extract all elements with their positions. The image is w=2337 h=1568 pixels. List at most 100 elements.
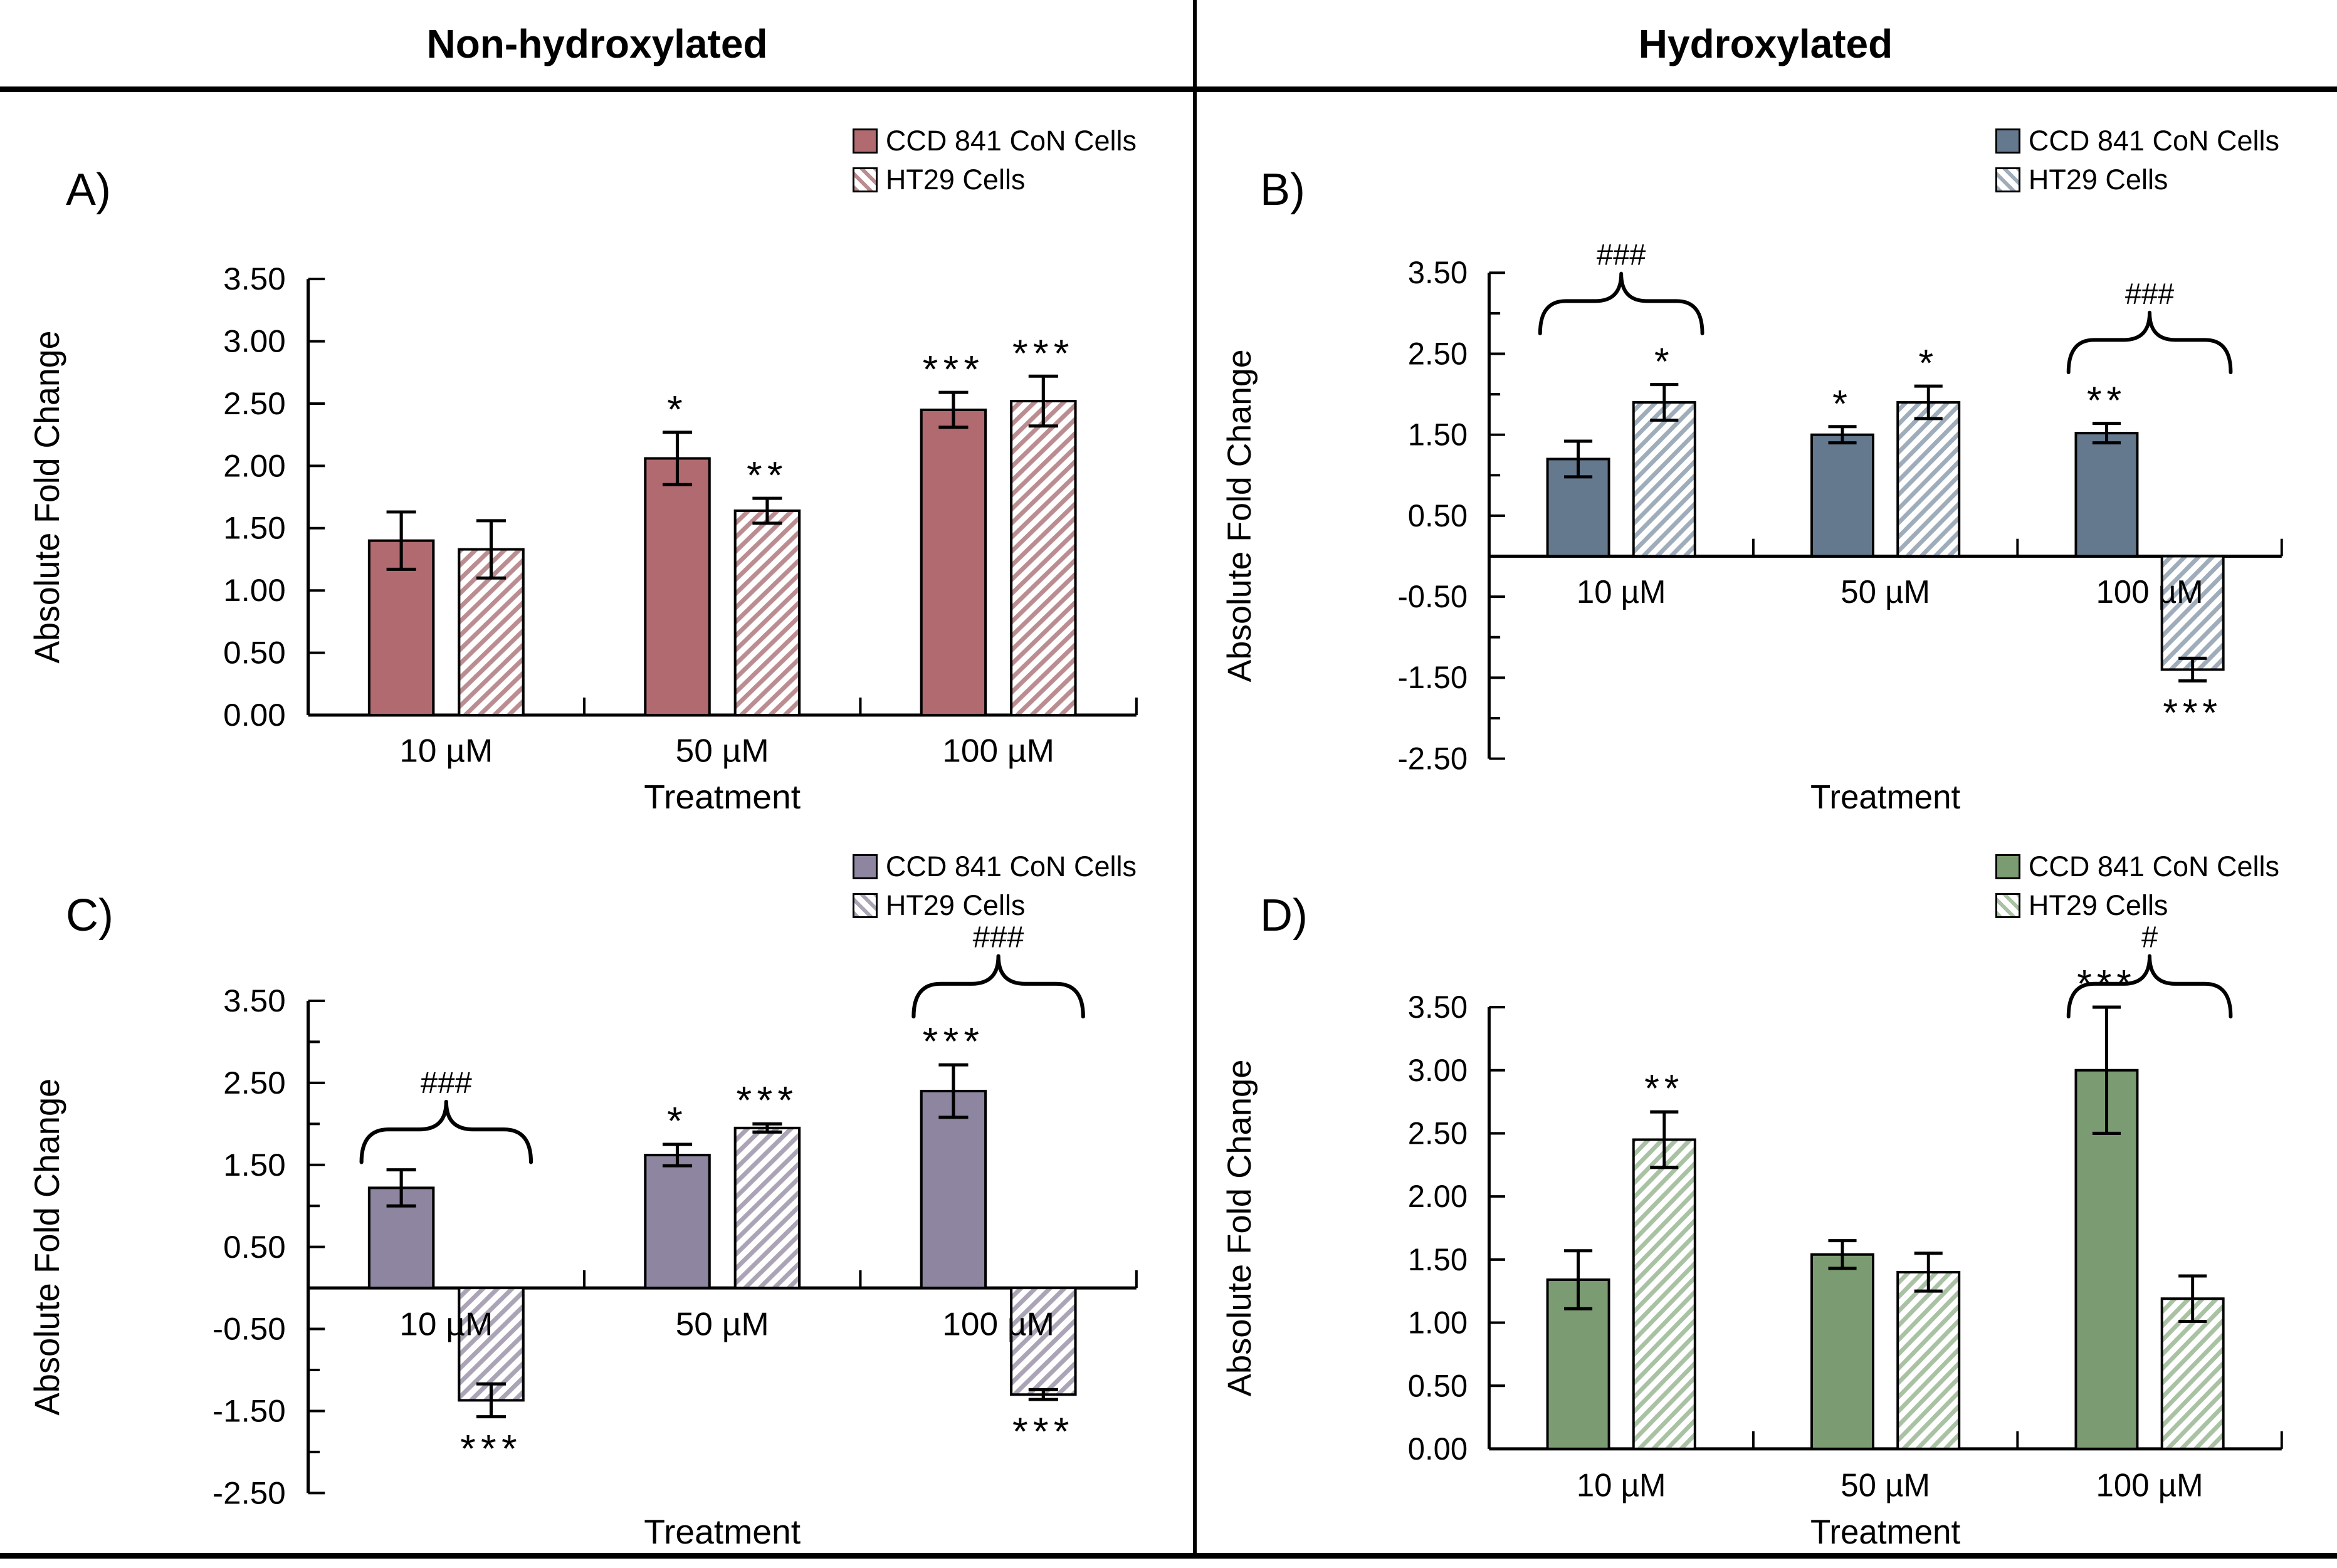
y-tick-label: -1.50	[213, 1393, 286, 1429]
y-tick-label: -2.50	[1397, 741, 1468, 776]
panel-a: A) 0.00 0.50 1.00 1.50 2.00 2.50 3.00 3.50 * *** *…	[0, 92, 1194, 818]
bar-ccd-100 µM	[2074, 432, 2139, 558]
y-tick-label: 3.50	[223, 983, 286, 1019]
y-tick-label: 3.50	[1408, 256, 1468, 290]
y-tick-label: 1.00	[1408, 1305, 1468, 1341]
bracket-label: ###	[1597, 238, 1646, 271]
legend-swatch-solid	[1995, 128, 2020, 154]
y-tick-label: 0.50	[223, 635, 286, 670]
legend-label-ccd: CCD 841 CoN Cells	[885, 125, 1137, 157]
y-tick-label: 0.00	[223, 698, 286, 733]
bar-ccd-10 µM	[367, 539, 435, 716]
y-tick-label: 1.00	[223, 573, 286, 608]
panel-label-a: A)	[66, 165, 111, 215]
y-tick-label: -2.50	[213, 1475, 286, 1511]
significance-label: ***	[923, 348, 985, 391]
significance-label: **	[2087, 379, 2126, 421]
bar-ht29-50 µM	[733, 509, 801, 716]
chart-svg: -2.50-1.50-0.500.501.502.503.50*********…	[28, 921, 1138, 1551]
x-axis-title: Treatment	[1810, 779, 1960, 816]
legend-item-ht29: HT29 Cells	[1995, 889, 2168, 922]
x-category-label: 50 µM	[676, 733, 769, 769]
x-category-label: 100 µM	[942, 733, 1054, 769]
legend-swatch-solid	[852, 854, 878, 879]
legend-label-ht29: HT29 Cells	[885, 889, 1026, 921]
x-axis-title: Treatment	[1810, 1513, 1960, 1551]
panel-label-d: D)	[1260, 891, 1308, 941]
bar-ht29-10 µM	[458, 1287, 525, 1402]
legend-label-ccd: CCD 841 CoN Cells	[2028, 125, 2279, 157]
significance-label: *	[1918, 342, 1938, 384]
y-tick-label: 3.50	[1408, 990, 1468, 1025]
y-tick-label: 0.50	[223, 1229, 286, 1265]
y-tick-label: 2.50	[223, 1065, 286, 1100]
x-axis-title: Treatment	[644, 1512, 801, 1550]
bar-ccd-50 µM	[1810, 1253, 1874, 1450]
chart-svg: 0.000.501.001.502.002.503.003.50********…	[28, 261, 1138, 816]
y-tick-label: 2.00	[1408, 1179, 1468, 1215]
legend-label-ht29: HT29 Cells	[2028, 889, 2168, 921]
y-tick-label: 0.50	[1408, 1368, 1468, 1404]
bar-ht29-50 µM	[733, 1126, 801, 1290]
x-category-label: 50 µM	[676, 1306, 769, 1342]
bottom-border-line	[0, 1553, 2337, 1559]
legend-swatch-hatched	[1995, 893, 2020, 918]
x-category-label: 10 µM	[399, 733, 493, 769]
chart-canvas-d: 0.00 0.50 1.00 1.50 2.00 2.50 3.00 3.50 *** ** 10 …	[1194, 818, 2337, 1553]
significance-label: *	[1654, 340, 1674, 382]
legend-swatch-solid	[1995, 854, 2020, 879]
y-tick-label: -1.50	[1397, 661, 1468, 695]
y-axis-title: Absolute Fold Change	[1221, 1060, 1258, 1397]
legend-swatch-hatched	[852, 893, 878, 918]
y-tick-label: 1.50	[223, 510, 286, 545]
y-tick-label: 1.50	[223, 1147, 286, 1183]
legend-item-ccd: CCD 841 CoN Cells	[1995, 850, 2279, 883]
bar-ccd-100 µM	[920, 408, 987, 716]
header-divider-line	[0, 86, 2337, 92]
legend-swatch-hatched	[852, 167, 878, 192]
legend-swatch-solid	[852, 128, 878, 154]
x-axis-title: Treatment	[644, 778, 801, 816]
y-tick-label: 3.00	[223, 323, 286, 358]
x-category-label: 50 µM	[1841, 1466, 1930, 1503]
panel-label-c: C)	[66, 891, 113, 941]
x-category-label: 10 µM	[1577, 1466, 1666, 1503]
bar-ht29-10 µM	[1632, 401, 1696, 558]
panel-d: D) 0.00 0.50 1.00 1.50 2.00 2.50 3.00 3.50 *** **…	[1194, 818, 2337, 1553]
bar-ccd-50 µM	[644, 457, 711, 716]
y-tick-label: 2.00	[223, 448, 286, 483]
y-tick-label: 2.50	[1408, 1116, 1468, 1151]
comparison-bracket	[1538, 271, 1704, 336]
significance-label: ***	[1012, 332, 1074, 375]
y-tick-label: 0.00	[1408, 1431, 1468, 1466]
x-category-label: 100 µM	[2096, 1466, 2203, 1503]
legend-item-ccd: CCD 841 CoN Cells	[852, 125, 1137, 157]
comparison-bracket	[911, 954, 1085, 1019]
y-tick-label: 2.50	[1408, 337, 1468, 371]
y-axis-title: Absolute Fold Change	[28, 331, 66, 664]
comparison-bracket	[2066, 954, 2233, 1019]
legend-label-ccd: CCD 841 CoN Cells	[2028, 850, 2279, 882]
bracket-label: #	[2141, 921, 2158, 954]
legend-item-ccd: CCD 841 CoN Cells	[1995, 125, 2279, 157]
significance-label: **	[1644, 1067, 1684, 1111]
y-axis-title: Absolute Fold Change	[1222, 349, 1259, 682]
legend-c: CCD 841 CoN Cells HT29 Cells	[852, 850, 1137, 922]
significance-label: ***	[923, 1020, 985, 1063]
y-tick-label: 1.50	[1408, 1241, 1468, 1277]
legend-label-ht29: HT29 Cells	[2028, 164, 2168, 196]
y-tick-label: 3.00	[1408, 1052, 1468, 1088]
bar-ht29-100 µM	[1010, 1287, 1077, 1396]
significance-label: *	[1832, 382, 1852, 424]
vertical-divider-line	[1193, 0, 1197, 1558]
x-category-label: 50 µM	[1841, 574, 1930, 610]
significance-label: *	[667, 1099, 688, 1142]
y-tick-label: 2.50	[223, 386, 286, 421]
bar-ht29-100 µM	[1010, 400, 1077, 716]
legend-item-ccd: CCD 841 CoN Cells	[852, 850, 1137, 883]
bar-ccd-50 µM	[1810, 433, 1874, 558]
comparison-bracket	[359, 1099, 533, 1164]
column-header-non-hydroxylated: Non-hydroxylated	[426, 21, 768, 66]
significance-label: **	[747, 454, 788, 497]
